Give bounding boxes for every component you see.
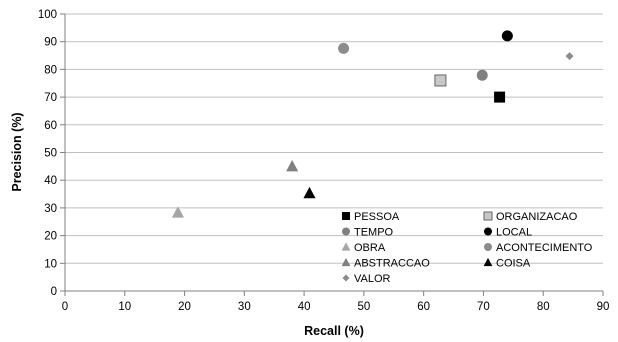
point-tempo <box>476 69 488 81</box>
legend-marker-tempo <box>342 227 350 236</box>
legend: PESSOA ORGANIZACAO TEMPO LOCAL OBRA ACONTECIM… <box>341 211 593 285</box>
point-obra <box>171 206 185 218</box>
legend-label-valor: VALOR <box>354 273 391 285</box>
legend-label-acontecimento: ACONTECIMENTO <box>496 242 593 254</box>
legend-marker-acontecimento <box>484 243 492 251</box>
y-tick-label: 10 <box>44 258 57 270</box>
x-tick-label: 30 <box>238 301 251 313</box>
legend-marker-valor <box>342 274 350 282</box>
axes <box>60 13 604 296</box>
y-tick-label: 100 <box>38 9 57 21</box>
legend-marker-pessoa <box>342 212 350 220</box>
legend-marker-organizacao <box>483 211 493 221</box>
x-tick-label: 50 <box>357 301 370 313</box>
y-tick-label: 20 <box>44 231 57 243</box>
legend-label-coisa: COISA <box>496 258 531 270</box>
y-tick-label: 80 <box>44 64 57 76</box>
point-valor <box>565 52 574 61</box>
legend-label-abstraccao: ABSTRACCAO <box>354 258 430 270</box>
x-tick-label: 20 <box>178 301 191 313</box>
x-tick-label: 90 <box>597 301 610 313</box>
point-abstraccao <box>286 160 299 172</box>
y-axis-tick-labels: 0 10 20 30 40 50 60 70 80 90 100 <box>38 9 57 298</box>
legend-label-local: LOCAL <box>496 227 532 239</box>
point-organizacao <box>434 74 447 87</box>
legend-marker-obra <box>341 242 351 251</box>
legend-label-obra: OBRA <box>354 242 386 254</box>
y-axis-label: Precision (%) <box>10 112 24 191</box>
point-acontecimento <box>338 42 350 54</box>
point-pessoa <box>494 91 506 103</box>
point-local <box>501 30 513 42</box>
x-tick-label: 10 <box>118 301 131 313</box>
x-tick-label: 70 <box>477 301 490 313</box>
x-tick-label: 60 <box>417 301 430 313</box>
gridlines <box>65 13 603 264</box>
y-tick-label: 0 <box>51 286 57 298</box>
point-coisa <box>303 186 316 199</box>
y-tick-label: 90 <box>44 37 57 49</box>
x-axis-tick-labels: 0 10 20 30 40 50 60 70 80 90 <box>62 301 610 313</box>
legend-label-pessoa: PESSOA <box>354 211 400 223</box>
y-tick-label: 30 <box>44 203 57 215</box>
x-tick-label: 40 <box>298 301 311 313</box>
y-tick-label: 50 <box>44 148 57 160</box>
data-points <box>171 30 574 218</box>
legend-label-tempo: TEMPO <box>354 227 394 239</box>
x-tick-label: 80 <box>537 301 550 313</box>
x-axis-label: Recall (%) <box>304 324 364 338</box>
y-tick-label: 60 <box>44 120 57 132</box>
legend-marker-coisa <box>483 257 493 267</box>
legend-marker-local <box>484 227 492 236</box>
legend-marker-abstraccao <box>341 257 351 267</box>
legend-label-organizacao: ORGANIZACAO <box>496 211 578 223</box>
x-tick-label: 0 <box>62 301 68 313</box>
y-tick-label: 40 <box>44 175 57 187</box>
y-tick-label: 70 <box>44 92 57 104</box>
